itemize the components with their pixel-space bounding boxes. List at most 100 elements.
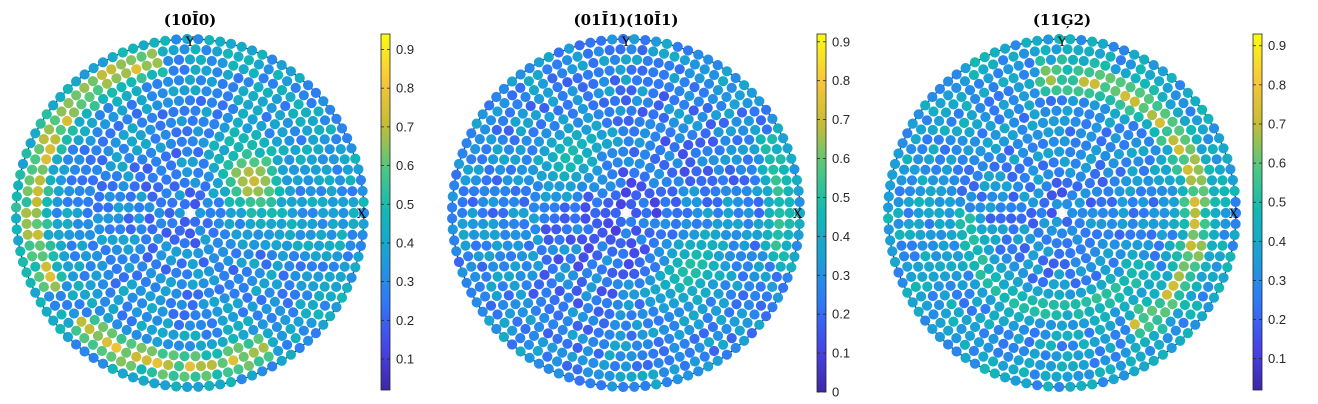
data-point <box>228 311 239 323</box>
data-point <box>339 261 350 272</box>
data-point <box>135 171 146 182</box>
data-point <box>147 172 158 183</box>
data-point <box>489 229 500 240</box>
data-point <box>276 330 288 341</box>
data-point <box>1190 96 1201 107</box>
colorbar-tick-label: 0 <box>832 385 839 400</box>
data-point <box>949 240 960 251</box>
data-point <box>74 185 85 197</box>
data-point <box>1200 261 1211 272</box>
data-point <box>190 85 201 96</box>
data-point <box>1062 351 1073 362</box>
data-point <box>85 280 96 291</box>
data-point <box>678 292 689 303</box>
data-point <box>623 156 634 167</box>
data-point <box>123 202 134 213</box>
data-point <box>81 108 92 119</box>
data-point <box>1145 69 1156 81</box>
data-point <box>1211 261 1222 272</box>
data-point <box>554 181 565 192</box>
data-point <box>988 59 999 70</box>
data-point <box>1154 76 1165 87</box>
data-point <box>1165 99 1176 110</box>
data-point <box>893 218 904 229</box>
data-point <box>470 240 482 251</box>
data-point <box>667 186 678 197</box>
data-point <box>1156 135 1167 146</box>
data-point <box>307 299 318 311</box>
data-point <box>1225 164 1236 175</box>
data-point <box>521 261 532 272</box>
data-point <box>604 45 615 56</box>
data-point <box>117 105 128 116</box>
data-point <box>612 116 623 127</box>
data-point <box>660 279 671 290</box>
data-point <box>1085 197 1096 208</box>
data-point <box>603 218 614 229</box>
data-point <box>254 268 265 279</box>
data-point <box>137 261 148 272</box>
data-point <box>50 134 61 145</box>
data-point <box>539 102 550 114</box>
data-point <box>212 348 223 359</box>
data-point <box>284 135 295 146</box>
data-point <box>190 199 201 210</box>
data-point <box>921 115 933 126</box>
data-point <box>71 90 82 101</box>
data-point <box>607 34 618 45</box>
data-point <box>13 235 24 246</box>
data-point <box>618 126 629 137</box>
data-point <box>290 144 301 156</box>
data-point <box>461 138 472 149</box>
data-point <box>171 246 182 257</box>
data-point <box>126 77 137 88</box>
data-point <box>1138 197 1149 208</box>
data-point <box>275 305 286 316</box>
data-point <box>1217 175 1228 186</box>
data-point <box>1000 43 1011 54</box>
data-point <box>677 266 689 277</box>
center-marker <box>186 209 194 217</box>
data-point <box>587 156 598 167</box>
data-point <box>688 310 699 321</box>
data-point <box>232 298 243 309</box>
data-point <box>190 44 201 55</box>
data-point <box>782 143 793 154</box>
data-point <box>1170 90 1181 101</box>
data-point <box>1078 76 1089 87</box>
data-point <box>904 229 916 240</box>
data-point <box>97 57 109 68</box>
data-point <box>1196 144 1207 155</box>
colorbar-tick-label: 0.9 <box>396 42 414 57</box>
data-point <box>147 303 158 314</box>
data-point <box>933 134 944 145</box>
data-point <box>1008 191 1019 202</box>
data-point <box>979 87 990 98</box>
data-point <box>1114 186 1125 197</box>
data-point <box>491 290 502 302</box>
data-point <box>157 46 168 57</box>
data-point <box>1013 311 1024 323</box>
data-point <box>573 117 584 128</box>
data-point <box>1189 261 1200 272</box>
data-point <box>276 85 288 96</box>
data-point <box>215 379 226 390</box>
data-point <box>168 308 179 320</box>
data-point <box>934 83 946 95</box>
data-point <box>1089 78 1100 90</box>
data-point <box>295 154 306 165</box>
data-point <box>1041 181 1052 192</box>
data-point <box>749 106 760 117</box>
data-point <box>939 290 950 301</box>
data-point <box>193 289 204 300</box>
data-point <box>126 136 138 147</box>
data-point <box>1051 330 1062 341</box>
data-point <box>934 331 946 343</box>
data-point <box>636 181 647 192</box>
data-point <box>969 155 980 166</box>
data-point <box>1175 80 1186 91</box>
data-point <box>238 64 249 75</box>
colorbar-tick-label: 0.6 <box>1268 156 1286 171</box>
data-point <box>470 175 482 186</box>
data-point <box>271 240 282 251</box>
